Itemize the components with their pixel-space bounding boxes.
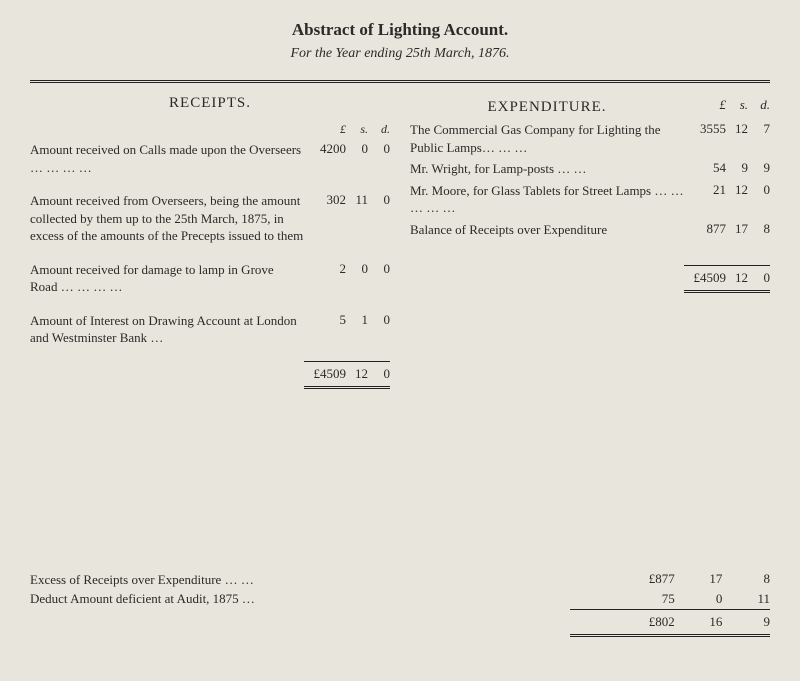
row-shillings: 12	[726, 119, 748, 158]
row-desc: The Commercial Gas Company for Lighting …	[410, 119, 684, 158]
total-pounds: £4509	[304, 361, 346, 387]
row-desc: Amount of Interest on Drawing Account at…	[30, 310, 304, 349]
row-pounds: £877	[570, 569, 675, 589]
row-pounds: 21	[684, 180, 726, 219]
row-shillings: 11	[346, 190, 368, 247]
total-pence: 0	[368, 361, 390, 387]
receipts-money-head: £ s. d.	[30, 120, 390, 139]
row-pence: 0	[748, 180, 770, 219]
title-part-2: Lighting Account.	[378, 20, 508, 39]
row-pounds: 2	[304, 259, 346, 298]
expenditure-total-row: £4509 12 0	[410, 265, 770, 291]
row-pounds: 877	[684, 219, 726, 241]
col-head-shillings: s.	[346, 120, 368, 139]
table-row: Amount received for damage to lamp in Gr…	[30, 259, 390, 298]
page-subtitle: For the Year ending 25th March, 1876.	[30, 46, 770, 62]
row-desc: Mr. Moore, for Glass Tablets for Street …	[410, 180, 684, 219]
row-pence: 8	[748, 219, 770, 241]
footer-row: 75 0 11	[570, 589, 770, 610]
row-shillings: 17	[726, 219, 748, 241]
footer-total-row: £802 16 9	[570, 609, 770, 635]
receipts-heading: RECEIPTS.	[30, 95, 390, 112]
expenditure-table: EXPENDITURE. £ s. d. The Commercial Gas …	[410, 95, 770, 293]
row-desc: Balance of Receipts over Expenditure	[410, 219, 684, 241]
table-row: Amount received on Calls made upon the O…	[30, 139, 390, 178]
total-pounds: £4509	[684, 265, 726, 291]
row-pence: 0	[368, 259, 390, 298]
total-shillings: 12	[726, 265, 748, 291]
total-shillings: 12	[346, 361, 368, 387]
subtitle-prefix: For the Year ending	[290, 46, 405, 61]
table-row: Amount of Interest on Drawing Account at…	[30, 310, 390, 349]
total-shillings: 16	[675, 609, 723, 635]
row-pounds: 302	[304, 190, 346, 247]
footer-amounts: £877 17 8 75 0 11 £802 16 9	[570, 569, 770, 637]
row-pence: 0	[368, 190, 390, 247]
footer-block: Excess of Receipts over Expenditure … … …	[30, 569, 770, 637]
table-row: Amount received from Overseers, being th…	[30, 190, 390, 247]
receipts-total-row: £4509 12 0	[30, 361, 390, 387]
subtitle-date: 25th March, 1876.	[406, 46, 510, 61]
table-row: Mr. Wright, for Lamp-posts … … 54 9 9	[410, 158, 770, 180]
table-row: Mr. Moore, for Glass Tablets for Street …	[410, 180, 770, 219]
row-pounds: 75	[570, 589, 675, 610]
receipts-column: RECEIPTS. £ s. d. Amount received on Cal…	[30, 95, 390, 389]
total-pence: 0	[748, 265, 770, 291]
row-shillings: 1	[346, 310, 368, 349]
receipts-table: £ s. d. Amount received on Calls made up…	[30, 120, 390, 389]
col-head-pounds: £	[684, 95, 726, 119]
row-desc: Amount received from Overseers, being th…	[30, 190, 304, 247]
row-shillings: 0	[675, 589, 723, 610]
col-head-pence: d.	[748, 95, 770, 119]
row-pence: 8	[722, 569, 770, 589]
row-pounds: 4200	[304, 139, 346, 178]
col-head-pence: d.	[368, 120, 390, 139]
row-pounds: 3555	[684, 119, 726, 158]
row-shillings: 0	[346, 259, 368, 298]
row-desc: Mr. Wright, for Lamp-posts … …	[410, 158, 684, 180]
table-row: Balance of Receipts over Expenditure 877…	[410, 219, 770, 241]
total-pounds: £802	[570, 609, 675, 635]
row-shillings: 0	[346, 139, 368, 178]
page-title: Abstract of Lighting Account.	[30, 20, 770, 40]
footer-line2-label: Deduct Amount deficient at Audit, 1875 …	[30, 591, 570, 607]
footer-labels: Excess of Receipts over Expenditure … … …	[30, 569, 570, 637]
col-head-pounds: £	[304, 120, 346, 139]
two-column-layout: RECEIPTS. £ s. d. Amount received on Cal…	[30, 95, 770, 389]
row-pence: 0	[368, 139, 390, 178]
row-pence: 9	[748, 158, 770, 180]
footer-row: £877 17 8	[570, 569, 770, 589]
row-pounds: 5	[304, 310, 346, 349]
row-shillings: 12	[726, 180, 748, 219]
row-pence: 11	[722, 589, 770, 610]
row-pence: 0	[368, 310, 390, 349]
table-row: The Commercial Gas Company for Lighting …	[410, 119, 770, 158]
footer-line1-label: Excess of Receipts over Expenditure … …	[30, 572, 570, 588]
footer-table: £877 17 8 75 0 11 £802 16 9	[570, 569, 770, 637]
col-head-shillings: s.	[726, 95, 748, 119]
title-part-1: Abstract of	[292, 20, 378, 39]
expenditure-head-row: EXPENDITURE. £ s. d.	[410, 95, 770, 119]
row-pounds: 54	[684, 158, 726, 180]
top-rule	[30, 80, 770, 83]
expenditure-column: EXPENDITURE. £ s. d. The Commercial Gas …	[410, 95, 770, 389]
row-shillings: 17	[675, 569, 723, 589]
row-desc: Amount received on Calls made upon the O…	[30, 139, 304, 178]
total-pence: 9	[722, 609, 770, 635]
row-desc: Amount received for damage to lamp in Gr…	[30, 259, 304, 298]
expenditure-heading: EXPENDITURE.	[410, 95, 684, 119]
row-shillings: 9	[726, 158, 748, 180]
row-pence: 7	[748, 119, 770, 158]
